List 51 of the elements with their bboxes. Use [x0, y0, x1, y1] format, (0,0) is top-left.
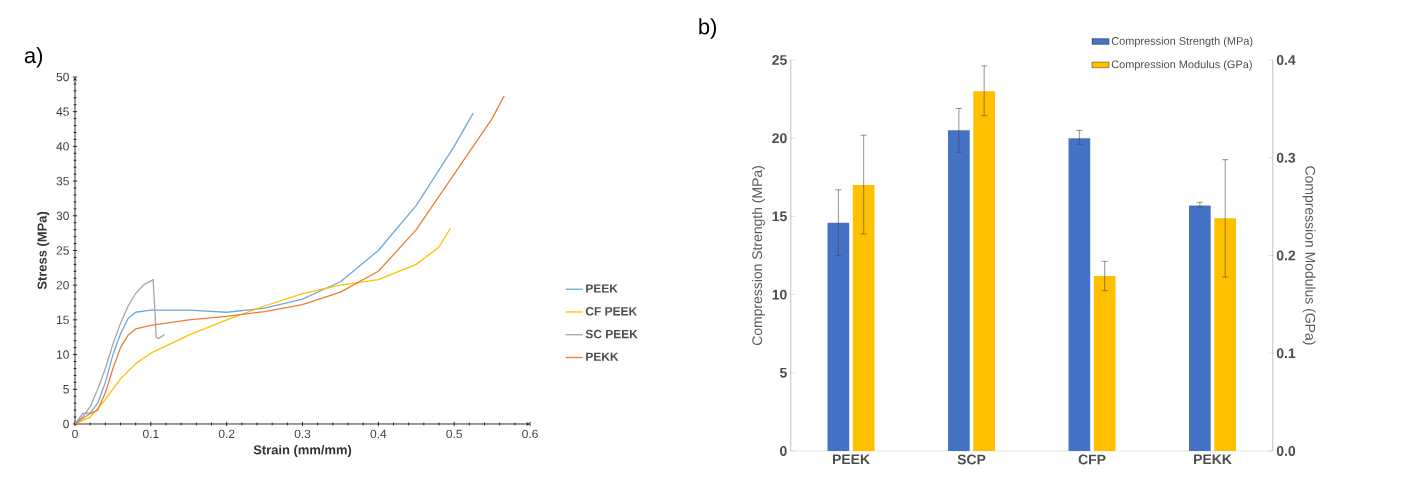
legend-label: PEKK — [586, 352, 619, 361]
y2-tick-label: 0.3 — [1276, 152, 1296, 163]
chart-title: b) — [699, 18, 717, 39]
y-tick-label: 35 — [56, 176, 69, 186]
y-tick-label: 40 — [56, 142, 69, 151]
y2-tick-label: 0.1 — [1276, 348, 1296, 359]
y-tick-label: 15 — [56, 315, 69, 325]
x-tick-label: CFP — [1078, 454, 1106, 465]
y-axis-title: Stress (MPa) — [37, 211, 50, 290]
y-tick-label: 25 — [56, 246, 69, 255]
bar — [973, 91, 996, 451]
y-tick-label: 0 — [63, 419, 69, 429]
y-tick-label: 20 — [56, 280, 69, 290]
legend-label: SC PEEK — [585, 329, 638, 339]
y-tick-label: 45 — [56, 107, 69, 116]
legend-label: CF PEEK — [585, 307, 638, 316]
x-tick-label: PEKK — [1194, 454, 1232, 465]
y-tick-label: 10 — [56, 350, 69, 359]
bar — [1214, 218, 1237, 451]
y-tick-label: 25 — [772, 55, 787, 65]
x-tick-label: 0.6 — [522, 429, 538, 439]
y2-tick-label: 0.2 — [1276, 250, 1296, 261]
x-tick-label: 0 — [72, 429, 78, 439]
legend-label: PEEK — [586, 284, 618, 293]
y-tick-label: 10 — [772, 289, 787, 300]
y-tick-label: 5 — [63, 385, 69, 394]
y-tick-label: 5 — [779, 367, 787, 378]
chart-title: a) — [24, 47, 43, 68]
x-tick-label: 0.5 — [446, 429, 462, 439]
x-tick-label: SCP — [957, 454, 986, 465]
x-axis-title: Strain (mm/mm) — [253, 444, 352, 458]
legend-label: Compression Strength (MPa) — [1111, 36, 1253, 48]
bar — [1189, 205, 1211, 451]
y-tick-label: 20 — [772, 133, 787, 144]
y-tick-label: 30 — [56, 211, 69, 221]
x-tick-label: 0.1 — [143, 429, 159, 439]
line-series — [75, 278, 166, 424]
y2-tick-label: 0.4 — [1276, 55, 1296, 65]
x-tick-label: PEEK — [832, 454, 870, 465]
x-tick-label: 0.4 — [370, 429, 387, 439]
y2-axis-title: Compression Modulus (GPa) — [1302, 166, 1316, 345]
x-tick-label: 0.2 — [218, 429, 235, 439]
y-tick-label: 0 — [780, 446, 787, 456]
bar — [948, 130, 970, 451]
legend-label: Compression Modulus (GPa) — [1111, 60, 1252, 71]
y2-tick-label: 0.0 — [1276, 446, 1296, 456]
y-tick-label: 15 — [772, 211, 787, 222]
y-axis-title: Compression Strength (MPa) — [751, 166, 765, 346]
y-tick-label: 50 — [56, 72, 69, 82]
line-series — [75, 227, 452, 424]
x-tick-label: 0.3 — [294, 429, 311, 439]
